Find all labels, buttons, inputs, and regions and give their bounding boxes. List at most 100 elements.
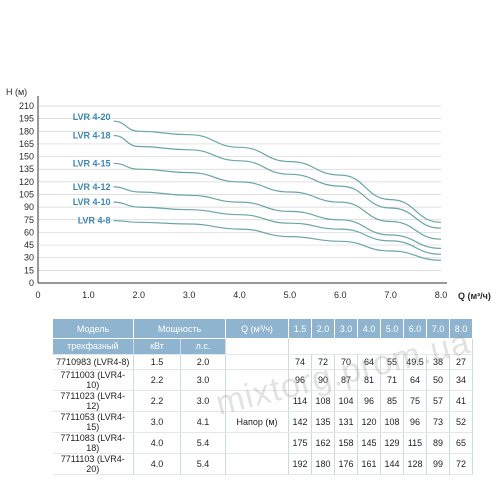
row-kw: 4.0	[133, 453, 181, 475]
series-lines	[113, 120, 442, 261]
y-tick-label: 210	[19, 101, 34, 111]
row-hp: 5.4	[180, 432, 226, 454]
row-hp: 2.0	[180, 354, 226, 370]
series-label: LVR 4-18	[73, 131, 111, 141]
row-value: 99	[426, 453, 450, 475]
series-label: LVR 4-8	[78, 216, 111, 226]
row-value: 176	[334, 453, 358, 475]
row-value: 114	[288, 390, 312, 412]
row-value: 161	[357, 453, 381, 475]
row-value: 27	[449, 354, 473, 370]
x-axis-title: Q (м³/ч)	[458, 291, 491, 301]
row-value: 162	[311, 432, 335, 454]
series-line	[113, 186, 442, 249]
row-value: 65	[449, 432, 473, 454]
y-tick-label: 105	[19, 190, 34, 200]
header-q-value: 6.0	[403, 318, 427, 339]
row-value: 90	[311, 369, 335, 391]
row-value: 72	[449, 453, 473, 475]
row-value: 180	[311, 453, 335, 475]
row-value: 64	[357, 354, 381, 370]
row-value: 71	[380, 369, 404, 391]
row-value: 38	[426, 354, 450, 370]
row-value: 89	[426, 432, 450, 454]
row-value: 142	[288, 411, 312, 433]
row-value: 128	[403, 453, 427, 475]
x-tick-label: 8.0	[435, 290, 448, 300]
row-value: 120	[357, 411, 381, 433]
header-q-value: 1.5	[288, 318, 312, 339]
row-value: 87	[334, 369, 358, 391]
series-line	[113, 120, 442, 223]
row-kw: 1.5	[133, 354, 181, 370]
row-value: 96	[288, 369, 312, 391]
header-q-value: 2.0	[311, 318, 335, 339]
row-value: 64	[403, 369, 427, 391]
x-tick-label: 3.0	[183, 290, 196, 300]
row-value: 52	[449, 411, 473, 433]
row-hp: 5.4	[180, 453, 226, 475]
series-label: LVR 4-20	[73, 112, 111, 122]
x-tick-label: 5.0	[284, 290, 297, 300]
row-value: 85	[380, 390, 404, 412]
table-row: 7711083 (LVR4-18) 4.0 5.4 175 162 158 14…	[52, 432, 473, 454]
header-q-value: 3.0	[334, 318, 358, 339]
row-value: 175	[288, 432, 312, 454]
subheader-hp: л.с.	[180, 338, 226, 355]
series-line	[113, 162, 442, 240]
row-value: 49.5	[403, 354, 427, 370]
row-model: 7711083 (LVR4-18)	[52, 432, 134, 454]
row-model: 7711053 (LVR4-15)	[52, 411, 134, 433]
row-value: 145	[357, 432, 381, 454]
header-q-value: 8.0	[449, 318, 473, 339]
pump-curve-chart: 0 15 30 45 60 75 90 105 120 135 150 165 180 195 210 0 1…	[6, 87, 491, 301]
specification-table: Модель Мощность Q (м³/ч) 1.5 2.0 3.0 4.0…	[52, 318, 473, 475]
y-tick-label: 60	[24, 227, 34, 237]
y-tick-label: 90	[24, 202, 34, 212]
row-value: 81	[357, 369, 381, 391]
row-value: 34	[449, 369, 473, 391]
empty-cell	[225, 390, 289, 412]
row-value: 96	[403, 411, 427, 433]
row-value: 50	[426, 369, 450, 391]
header-q-value: 4.0	[357, 318, 381, 339]
y-tick-label: 180	[19, 126, 34, 136]
empty-cell	[225, 338, 289, 355]
series-line	[113, 220, 442, 261]
row-value: 55	[380, 354, 404, 370]
table-row: 7710983 (LVR4-8) 1.5 2.0 74 72 70 64 55 …	[52, 354, 473, 370]
x-tick-label: 6.0	[334, 290, 347, 300]
series-line	[113, 134, 442, 229]
y-tick-label: 165	[19, 139, 34, 149]
row-value: 104	[334, 390, 358, 412]
subheader-kw: кВт	[133, 338, 181, 355]
header-q: Q (м³/ч)	[225, 318, 289, 339]
row-value: 135	[311, 411, 335, 433]
row-model: 7710983 (LVR4-8)	[52, 354, 134, 370]
series-line	[113, 201, 442, 255]
empty-cell	[225, 432, 289, 454]
row-value: 41	[449, 390, 473, 412]
x-tick-label: 1.0	[82, 290, 95, 300]
y-tick-label: 0	[29, 278, 34, 288]
row-kw: 2.2	[133, 369, 181, 391]
x-tick-label: 2.0	[132, 290, 145, 300]
y-tick-label: 15	[24, 265, 34, 275]
y-tick-label: 135	[19, 164, 34, 174]
x-tick-labels: 0 1.0 2.0 3.0 4.0 5.0 6.0 7.0 8.0	[35, 290, 447, 300]
empty-cell	[225, 453, 289, 475]
y-tick-label: 30	[24, 253, 34, 263]
empty-cell	[288, 338, 473, 355]
row-value: 96	[357, 390, 381, 412]
grid	[38, 105, 441, 271]
y-tick-label: 120	[19, 177, 34, 187]
row-value: 73	[426, 411, 450, 433]
header-q-value: 5.0	[380, 318, 404, 339]
row-value: 108	[380, 411, 404, 433]
row-model: 7711023 (LVR4-12)	[52, 390, 134, 412]
row-value: 115	[403, 432, 427, 454]
row-value: 131	[334, 411, 358, 433]
header-model: Модель	[52, 318, 134, 339]
y-tick-label: 195	[19, 114, 34, 124]
row-hp: 3.0	[180, 369, 226, 391]
